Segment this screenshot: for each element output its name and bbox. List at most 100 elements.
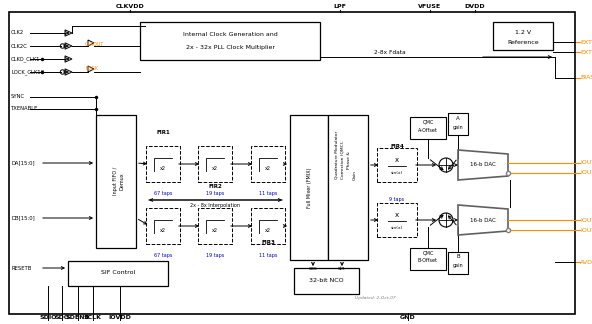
Text: Demux: Demux	[120, 172, 124, 190]
Bar	[493, 22, 553, 50]
Bar	[202, 150, 228, 178]
Bar	[146, 146, 180, 182]
Text: CLKVDD: CLKVDD	[115, 5, 144, 9]
Text: gain: gain	[453, 262, 464, 268]
Text: SDIO: SDIO	[39, 315, 57, 320]
Text: Gain: Gain	[353, 170, 357, 180]
Bar	[202, 212, 228, 240]
Bar	[377, 148, 417, 182]
Bar	[255, 150, 281, 178]
Text: x2: x2	[265, 227, 271, 233]
Bar	[448, 113, 468, 135]
Text: SDO: SDO	[54, 315, 70, 320]
Text: FIR1: FIR1	[156, 130, 170, 134]
Text: SDENB: SDENB	[66, 315, 90, 320]
Bar	[294, 268, 359, 294]
Text: DVDD: DVDD	[465, 5, 485, 9]
Text: IOUTB2: IOUTB2	[580, 227, 592, 233]
Text: SIF Control: SIF Control	[101, 271, 135, 275]
Text: 32-bit NCO: 32-bit NCO	[308, 279, 343, 284]
Text: Phase &: Phase &	[347, 151, 351, 169]
Bar	[96, 115, 136, 248]
Bar	[150, 212, 176, 240]
Bar	[198, 208, 232, 244]
Text: QMC: QMC	[422, 250, 434, 256]
Text: CLK2C: CLK2C	[11, 43, 28, 49]
Text: DB[15:0]: DB[15:0]	[11, 215, 35, 221]
Text: sin: sin	[338, 267, 346, 272]
Text: x: x	[395, 212, 399, 218]
Bar	[146, 208, 180, 244]
Text: cos: cos	[308, 267, 317, 272]
Bar	[251, 208, 285, 244]
Bar	[251, 146, 285, 182]
Text: 11 taps: 11 taps	[259, 191, 277, 196]
Text: A: A	[456, 117, 460, 122]
Text: 2x - 8x Interpolation: 2x - 8x Interpolation	[191, 203, 240, 209]
Bar	[381, 207, 413, 233]
Text: A-Offset: A-Offset	[418, 128, 438, 133]
Bar	[448, 252, 468, 274]
Text: Updated: 2-Oct-07: Updated: 2-Oct-07	[355, 296, 395, 300]
Text: Correction (QMC);: Correction (QMC);	[341, 141, 345, 179]
Text: x2: x2	[265, 166, 271, 170]
Bar	[381, 152, 413, 178]
Text: CLK2: CLK2	[11, 30, 24, 36]
Text: 19 taps: 19 taps	[206, 253, 224, 259]
Text: VFUSE: VFUSE	[419, 5, 442, 9]
Text: B-Offset: B-Offset	[418, 259, 438, 263]
Text: EXTIO: EXTIO	[580, 40, 592, 44]
Text: IOUTB1: IOUTB1	[580, 217, 592, 223]
Text: TXENABLE: TXENABLE	[11, 107, 38, 111]
Text: BIASJ: BIASJ	[580, 75, 592, 80]
Text: LOCK: LOCK	[85, 66, 98, 72]
Bar	[140, 22, 320, 60]
Text: 2x - 32x PLL Clock Multiplier: 2x - 32x PLL Clock Multiplier	[185, 44, 275, 50]
Text: CLKO_CLK1: CLKO_CLK1	[11, 56, 40, 62]
Text: GND: GND	[400, 315, 416, 320]
Text: sin(x): sin(x)	[391, 171, 403, 175]
Text: B: B	[456, 254, 460, 260]
Text: FIR4: FIR4	[390, 145, 404, 149]
Bar	[377, 203, 417, 237]
Text: 16-b DAC: 16-b DAC	[470, 217, 496, 223]
Text: Full Mixer (FMIX): Full Mixer (FMIX)	[307, 168, 311, 208]
Text: 11 taps: 11 taps	[259, 253, 277, 259]
Text: IOVDD: IOVDD	[108, 315, 131, 320]
Text: IOUTA2: IOUTA2	[580, 170, 592, 176]
Text: SYNC: SYNC	[11, 95, 25, 99]
Text: RESETB: RESETB	[11, 265, 31, 271]
Text: FIR2: FIR2	[208, 184, 222, 190]
Text: 16-b DAC: 16-b DAC	[470, 163, 496, 168]
Text: x2: x2	[160, 166, 166, 170]
Text: IOUTA1: IOUTA1	[580, 160, 592, 166]
Text: sin(x): sin(x)	[391, 226, 403, 230]
Text: 19 taps: 19 taps	[206, 191, 224, 196]
Bar	[68, 261, 168, 286]
Text: Input FIFO /: Input FIFO /	[114, 167, 118, 195]
Text: QMC: QMC	[422, 120, 434, 124]
Text: 2-8x Fdata: 2-8x Fdata	[374, 50, 406, 54]
Text: EXTLO: EXTLO	[580, 50, 592, 54]
Text: 67 taps: 67 taps	[154, 191, 172, 196]
Text: CLKOUT: CLKOUT	[85, 42, 104, 48]
Bar	[150, 150, 176, 178]
Text: x2: x2	[160, 227, 166, 233]
Bar	[255, 212, 281, 240]
Text: 9 taps: 9 taps	[390, 198, 404, 202]
Text: LPF: LPF	[333, 5, 346, 9]
Bar	[328, 115, 368, 260]
Text: DA[15:0]: DA[15:0]	[11, 160, 34, 166]
Text: Internal Clock Generation and: Internal Clock Generation and	[182, 32, 278, 38]
Text: 1.2 V: 1.2 V	[515, 29, 531, 34]
Text: SCLK: SCLK	[84, 315, 102, 320]
Text: gain: gain	[453, 124, 464, 130]
Text: x: x	[395, 157, 399, 163]
Text: 67 taps: 67 taps	[154, 253, 172, 259]
Bar	[198, 146, 232, 182]
Text: x2: x2	[212, 227, 218, 233]
Bar	[410, 117, 446, 139]
Text: FIR3: FIR3	[261, 239, 275, 245]
Text: x2: x2	[212, 166, 218, 170]
Bar	[290, 115, 328, 260]
